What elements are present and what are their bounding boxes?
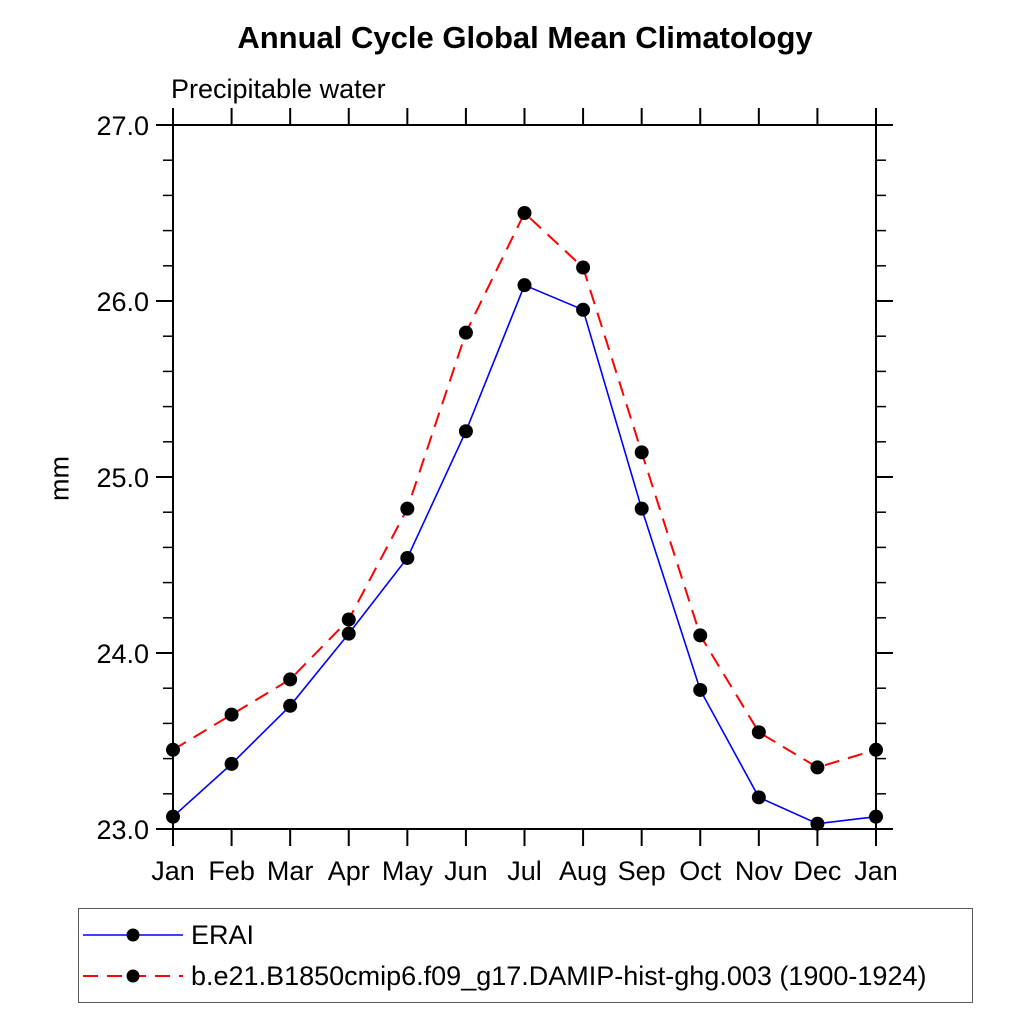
- chart-title: Annual Cycle Global Mean Climatology: [237, 20, 813, 55]
- data-point-marker: [283, 672, 298, 687]
- data-point-marker: [224, 756, 239, 771]
- x-tick-label: Jan: [151, 856, 195, 886]
- data-point-marker: [634, 501, 649, 516]
- data-point-marker: [166, 809, 180, 824]
- y-tick-label: 25.0: [96, 463, 149, 493]
- x-tick-label: Sep: [618, 856, 666, 886]
- data-point-marker: [576, 302, 591, 317]
- data-point-marker: [517, 206, 532, 220]
- x-tick-label: Jun: [444, 856, 488, 886]
- data-point-marker: [224, 707, 239, 722]
- y-tick-label: 24.0: [96, 639, 149, 669]
- chart-subtitle: Precipitable water: [171, 74, 386, 104]
- data-point-marker: [400, 550, 415, 565]
- x-tick-label: Apr: [328, 856, 370, 886]
- x-tick-label: Jul: [507, 856, 542, 886]
- data-point-marker: [283, 698, 298, 713]
- legend-label: ERAI: [191, 919, 255, 950]
- y-tick-label: 26.0: [96, 287, 149, 317]
- plot-frame: [172, 124, 877, 830]
- data-point-marker: [869, 809, 883, 824]
- data-point-marker: [458, 424, 473, 439]
- data-point-marker: [869, 742, 883, 757]
- x-tick-label: Jan: [854, 856, 898, 886]
- data-point-marker: [341, 626, 356, 641]
- data-point-marker: [517, 278, 532, 293]
- legend-line-sample: [83, 928, 183, 942]
- legend-label: b.e21.B1850cmip6.f09_g17.DAMIP-hist-ghg.…: [191, 960, 927, 991]
- data-point-marker: [166, 742, 180, 757]
- data-point-marker: [341, 612, 356, 627]
- x-tick-label: Dec: [793, 856, 841, 886]
- legend-box: ERAI b.e21.B1850cmip6.f09_g17.DAMIP-hist-…: [78, 908, 973, 1003]
- data-point-marker: [458, 325, 473, 340]
- x-tick-label: Aug: [559, 856, 607, 886]
- legend-sample-marker: [126, 928, 140, 942]
- data-point-marker: [693, 682, 708, 697]
- x-tick-label: Oct: [679, 856, 722, 886]
- data-point-marker: [634, 445, 649, 460]
- series-line-erai: [172, 284, 877, 825]
- y-tick-label: 27.0: [96, 111, 149, 141]
- data-point-marker: [693, 628, 708, 643]
- x-tick-label: Feb: [208, 856, 255, 886]
- legend-item-model: b.e21.B1850cmip6.f09_g17.DAMIP-hist-ghg.…: [83, 959, 972, 993]
- legend-line-sample: [83, 969, 183, 983]
- data-point-marker: [810, 760, 825, 775]
- x-tick-label: May: [382, 856, 434, 886]
- legend-sample-marker: [126, 969, 140, 983]
- series-line-model: [172, 211, 877, 769]
- legend-item-erai: ERAI: [83, 918, 972, 952]
- data-point-marker: [810, 816, 825, 831]
- y-tick-label: 23.0: [96, 815, 149, 845]
- x-tick-label: Nov: [735, 856, 784, 886]
- data-point-marker: [576, 260, 591, 275]
- data-point-marker: [751, 790, 766, 805]
- data-point-marker: [400, 501, 415, 516]
- x-tick-label: Mar: [267, 856, 314, 886]
- data-point-marker: [751, 725, 766, 740]
